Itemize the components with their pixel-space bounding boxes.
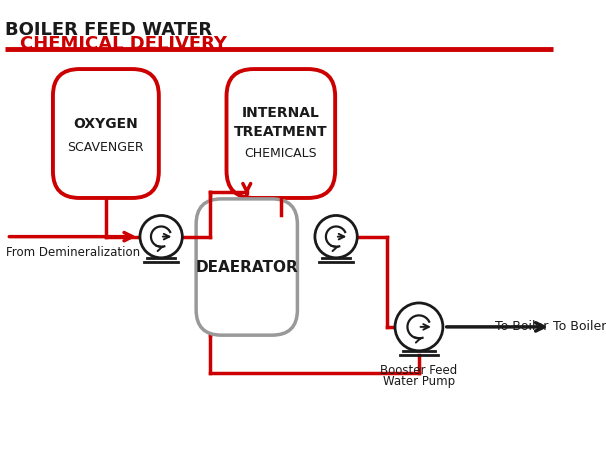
Text: Water Pump: Water Pump — [383, 375, 455, 388]
Text: To Boiler: To Boiler — [496, 320, 549, 333]
Text: DEAERATOR: DEAERATOR — [195, 259, 298, 274]
Text: BOILER FEED WATER: BOILER FEED WATER — [5, 21, 211, 39]
Text: CHEMICAL DELIVERY: CHEMICAL DELIVERY — [20, 35, 227, 53]
Text: OXYGEN: OXYGEN — [73, 117, 138, 131]
FancyBboxPatch shape — [227, 69, 335, 198]
Text: SCAVENGER: SCAVENGER — [68, 141, 144, 154]
Circle shape — [315, 215, 358, 258]
Text: To Boiler: To Boiler — [553, 320, 606, 333]
Text: CHEMICALS: CHEMICALS — [245, 147, 317, 160]
Text: TREATMENT: TREATMENT — [234, 125, 328, 139]
Circle shape — [140, 215, 182, 258]
Text: Booster Feed: Booster Feed — [381, 364, 458, 377]
FancyBboxPatch shape — [53, 69, 159, 198]
Circle shape — [395, 303, 443, 351]
FancyBboxPatch shape — [196, 199, 298, 335]
Text: From Demineralization: From Demineralization — [7, 246, 141, 259]
Text: INTERNAL: INTERNAL — [242, 106, 320, 120]
